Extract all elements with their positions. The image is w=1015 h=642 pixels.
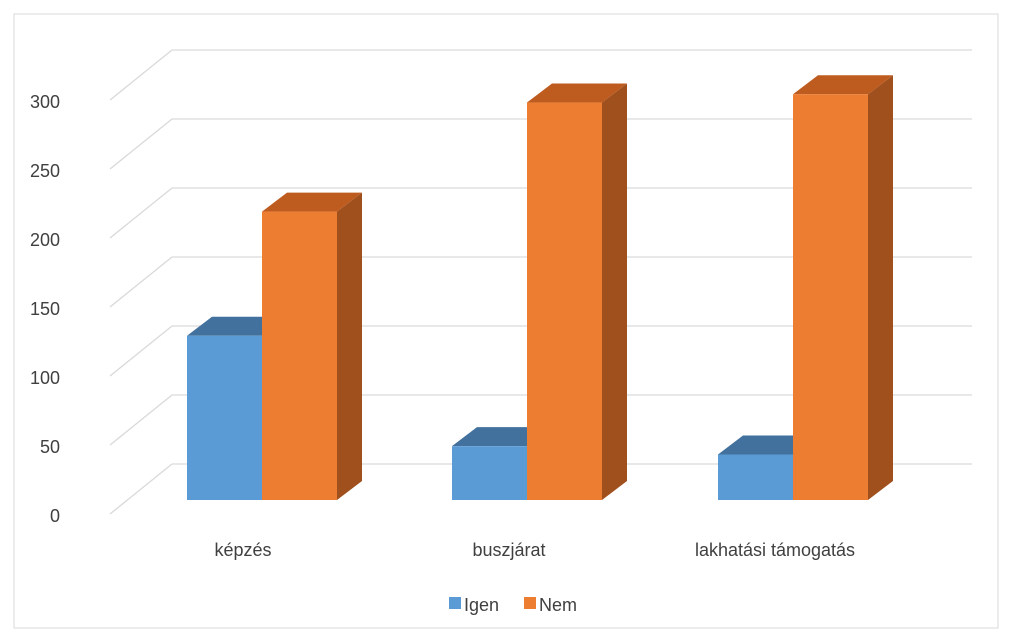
y-axis-tick-labels: 0 50 100 150 200 250 300 bbox=[30, 92, 60, 526]
y-tick-label: 0 bbox=[50, 506, 60, 526]
gridline-side bbox=[109, 463, 173, 515]
y-tick-label: 100 bbox=[30, 368, 60, 388]
bar-front bbox=[527, 102, 602, 500]
y-tick-label: 300 bbox=[30, 92, 60, 112]
bar-front bbox=[718, 454, 793, 500]
bar-top bbox=[262, 192, 362, 212]
gridline-side bbox=[109, 256, 173, 308]
bar-nem-1 bbox=[527, 83, 627, 500]
legend: Igen Nem bbox=[449, 595, 577, 615]
gridline-side bbox=[109, 394, 173, 446]
legend-label: Nem bbox=[539, 595, 577, 615]
bar-side bbox=[602, 83, 627, 500]
legend-swatch bbox=[524, 597, 536, 609]
gridline-side bbox=[109, 325, 173, 377]
bar-nem-0 bbox=[262, 192, 362, 500]
bar-nem-2 bbox=[793, 75, 893, 500]
x-tick-label: képzés bbox=[214, 540, 271, 560]
y-tick-label: 50 bbox=[40, 437, 60, 457]
bar-front bbox=[452, 446, 527, 500]
gridline-side bbox=[109, 118, 173, 170]
bar-front bbox=[793, 94, 868, 500]
y-tick-label: 250 bbox=[30, 161, 60, 181]
x-tick-label: lakhatási támogatás bbox=[695, 540, 855, 560]
x-axis-category-labels: képzés buszjárat lakhatási támogatás bbox=[214, 540, 855, 560]
y-tick-label: 150 bbox=[30, 299, 60, 319]
bar-side bbox=[868, 75, 893, 500]
legend-item-nem: Nem bbox=[524, 595, 577, 615]
bars bbox=[187, 75, 893, 500]
bar-front bbox=[187, 335, 262, 500]
bar-top bbox=[527, 83, 627, 103]
gridline-side bbox=[109, 49, 173, 101]
gridline-side bbox=[109, 187, 173, 239]
bar-front bbox=[262, 211, 337, 500]
legend-label: Igen bbox=[464, 595, 499, 615]
bar-top bbox=[793, 75, 893, 95]
legend-item-igen: Igen bbox=[449, 595, 499, 615]
legend-swatch bbox=[449, 597, 461, 609]
bar-side bbox=[337, 192, 362, 500]
y-tick-label: 200 bbox=[30, 230, 60, 250]
x-tick-label: buszjárat bbox=[472, 540, 545, 560]
